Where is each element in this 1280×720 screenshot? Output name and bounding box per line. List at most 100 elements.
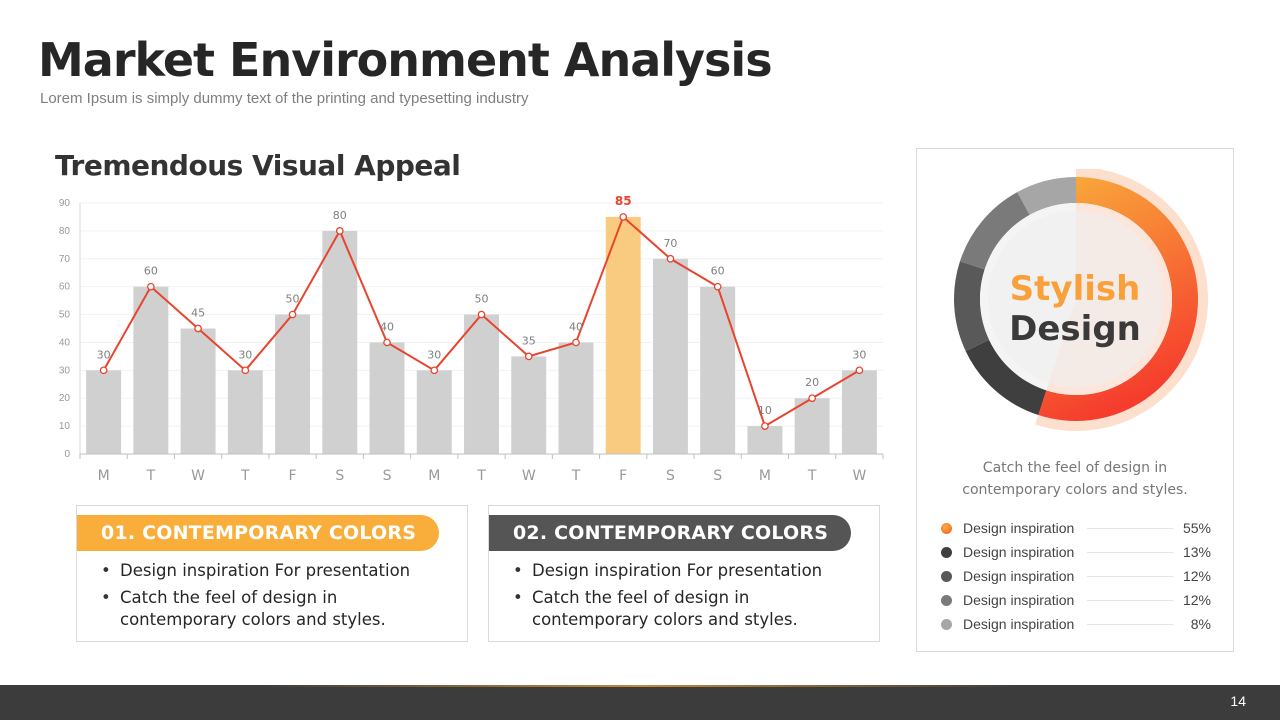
legend-label: Design inspiration (963, 568, 1075, 584)
bar (511, 356, 547, 454)
y-tick-label: 80 (59, 226, 71, 237)
line-point (619, 213, 628, 221)
bar (558, 342, 594, 454)
data-label: 30 (427, 348, 441, 361)
bar (275, 314, 311, 454)
bar (369, 342, 405, 454)
contemporary-colors-card-1: 01. CONTEMPORARY COLORS Design inspirati… (76, 505, 468, 642)
x-tick-label: M (759, 468, 771, 484)
legend-label: Design inspiration (963, 520, 1075, 536)
legend-row: Design inspiration 13% (941, 541, 1211, 565)
legend-dot-icon (941, 571, 952, 582)
legend-row: Design inspiration 55% (941, 517, 1211, 541)
card-bullet: Design inspiration For presentation (101, 560, 410, 582)
legend-row: Design inspiration 12% (941, 589, 1211, 613)
card-bullet: Design inspiration For presentation (513, 560, 822, 582)
y-tick-label: 10 (59, 421, 71, 432)
x-tick-label: W (852, 468, 866, 484)
page-number: 14 (1230, 693, 1246, 709)
card-heading: 01. CONTEMPORARY COLORS (77, 515, 439, 551)
line-point (383, 338, 391, 347)
y-tick-label: 0 (64, 449, 70, 460)
data-label: 80 (333, 209, 347, 222)
legend-row: Design inspiration 12% (941, 565, 1211, 589)
bar (747, 426, 783, 454)
y-tick-label: 20 (59, 393, 71, 404)
x-tick-label: S (713, 468, 722, 484)
donut-center-word-2: Design (1009, 309, 1141, 349)
legend-value: 12% (1182, 592, 1211, 608)
y-tick-label: 30 (59, 365, 71, 376)
donut-inner-shade (988, 211, 1164, 387)
page-subtitle: Lorem Ipsum is simply dummy text of the … (40, 90, 529, 107)
donut-panel: Stylish Design Catch the feel of design … (916, 148, 1234, 652)
footer-accent-line (260, 685, 1020, 687)
card-bullet: Catch the feel of design in contemporary… (101, 587, 390, 631)
line-point (666, 254, 675, 263)
x-tick-label: F (289, 468, 297, 484)
data-label: 50 (475, 293, 489, 306)
bar (841, 370, 877, 454)
legend-leader-line (1087, 600, 1173, 601)
bar (133, 286, 169, 454)
legend-label: Design inspiration (963, 544, 1075, 560)
donut-center-text: Stylish Design (977, 269, 1173, 349)
line-point (241, 366, 250, 375)
x-tick-label: M (428, 468, 440, 484)
legend-leader-line (1087, 624, 1173, 625)
data-label: 60 (144, 265, 158, 278)
line-point (430, 366, 439, 375)
card-heading: 02. CONTEMPORARY COLORS (489, 515, 851, 551)
data-label: 40 (380, 320, 394, 333)
y-tick-label: 50 (59, 310, 71, 321)
line-point (99, 366, 108, 375)
bar (464, 314, 499, 454)
line-point (147, 282, 155, 291)
y-tick-label: 90 (59, 198, 71, 209)
data-label: 30 (97, 348, 111, 361)
card-bullet-list: Design inspiration For presentation Catc… (489, 560, 822, 636)
bar (605, 216, 641, 454)
x-tick-label: S (335, 468, 344, 484)
line-point (808, 394, 816, 403)
line-point (288, 310, 297, 319)
contemporary-colors-card-2: 02. CONTEMPORARY COLORS Design inspirati… (488, 505, 880, 642)
card-bullet-list: Design inspiration For presentation Catc… (77, 560, 410, 636)
x-tick-label: F (619, 468, 627, 484)
bar (652, 258, 688, 454)
x-tick-label: T (240, 468, 250, 484)
donut-segment (1017, 177, 1076, 215)
line-point (572, 338, 580, 347)
donut-segment (959, 192, 1030, 270)
legend-value: 8% (1190, 616, 1211, 632)
donut-center-word-1: Stylish (1009, 269, 1141, 309)
line-point (477, 310, 486, 319)
donut-caption: Catch the feel of design in contemporary… (962, 460, 1188, 498)
data-label: 60 (711, 265, 725, 278)
legend-leader-line (1087, 552, 1173, 553)
line-point (524, 352, 533, 361)
legend-leader-line (1087, 528, 1173, 529)
x-tick-label: W (191, 468, 205, 484)
bar (227, 370, 263, 454)
legend-dot-icon (941, 523, 952, 534)
y-tick-label: 40 (59, 337, 71, 348)
data-label: 35 (522, 334, 536, 347)
data-label: 50 (286, 293, 300, 306)
data-label: 40 (569, 320, 583, 333)
bar (322, 230, 358, 454)
legend-dot-icon (941, 595, 952, 606)
bar (416, 370, 452, 454)
line-point (761, 422, 769, 430)
donut-segment (954, 261, 990, 351)
line-point (194, 324, 202, 333)
bar-line-chart: 0 10 20 30 40 50 60 70 80 90 M T W T F S S M T W T F S S M T W 30 60… (59, 194, 884, 484)
donut-segment (965, 339, 1047, 416)
footer-bar: 14 (0, 685, 1280, 720)
data-label: 20 (805, 376, 819, 389)
x-tick-label: S (666, 468, 675, 484)
legend-label: Design inspiration (963, 592, 1075, 608)
data-label: 30 (852, 348, 866, 361)
legend-value: 12% (1182, 568, 1211, 584)
line-point (335, 227, 344, 235)
